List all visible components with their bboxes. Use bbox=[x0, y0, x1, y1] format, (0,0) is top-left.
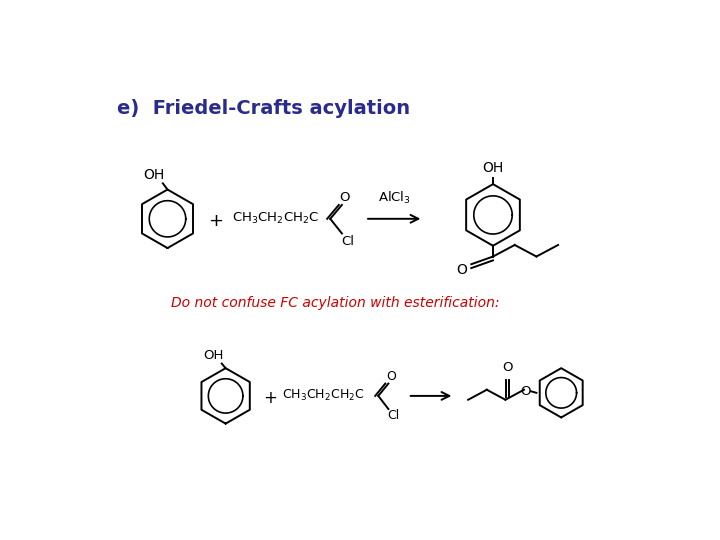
Text: Cl: Cl bbox=[387, 409, 400, 422]
Text: AlCl$_3$: AlCl$_3$ bbox=[378, 191, 410, 206]
Text: O: O bbox=[503, 361, 513, 374]
Text: O: O bbox=[387, 370, 397, 383]
Text: OH: OH bbox=[143, 168, 164, 182]
Text: O: O bbox=[340, 191, 350, 204]
Text: +: + bbox=[263, 389, 276, 407]
Text: Cl: Cl bbox=[341, 234, 354, 248]
Text: $\mathregular{CH_3CH_2CH_2C}$: $\mathregular{CH_3CH_2CH_2C}$ bbox=[232, 211, 319, 226]
Text: $\mathregular{CH_3CH_2CH_2C}$: $\mathregular{CH_3CH_2CH_2C}$ bbox=[282, 388, 365, 403]
Text: +: + bbox=[208, 212, 223, 230]
Text: OH: OH bbox=[482, 161, 503, 175]
Text: O: O bbox=[456, 262, 467, 276]
Text: O: O bbox=[521, 385, 531, 398]
Text: e)  Friedel-Crafts acylation: e) Friedel-Crafts acylation bbox=[117, 99, 410, 118]
Text: Do not confuse FC acylation with esterification:: Do not confuse FC acylation with esterif… bbox=[171, 296, 500, 310]
Text: OH: OH bbox=[203, 349, 223, 362]
